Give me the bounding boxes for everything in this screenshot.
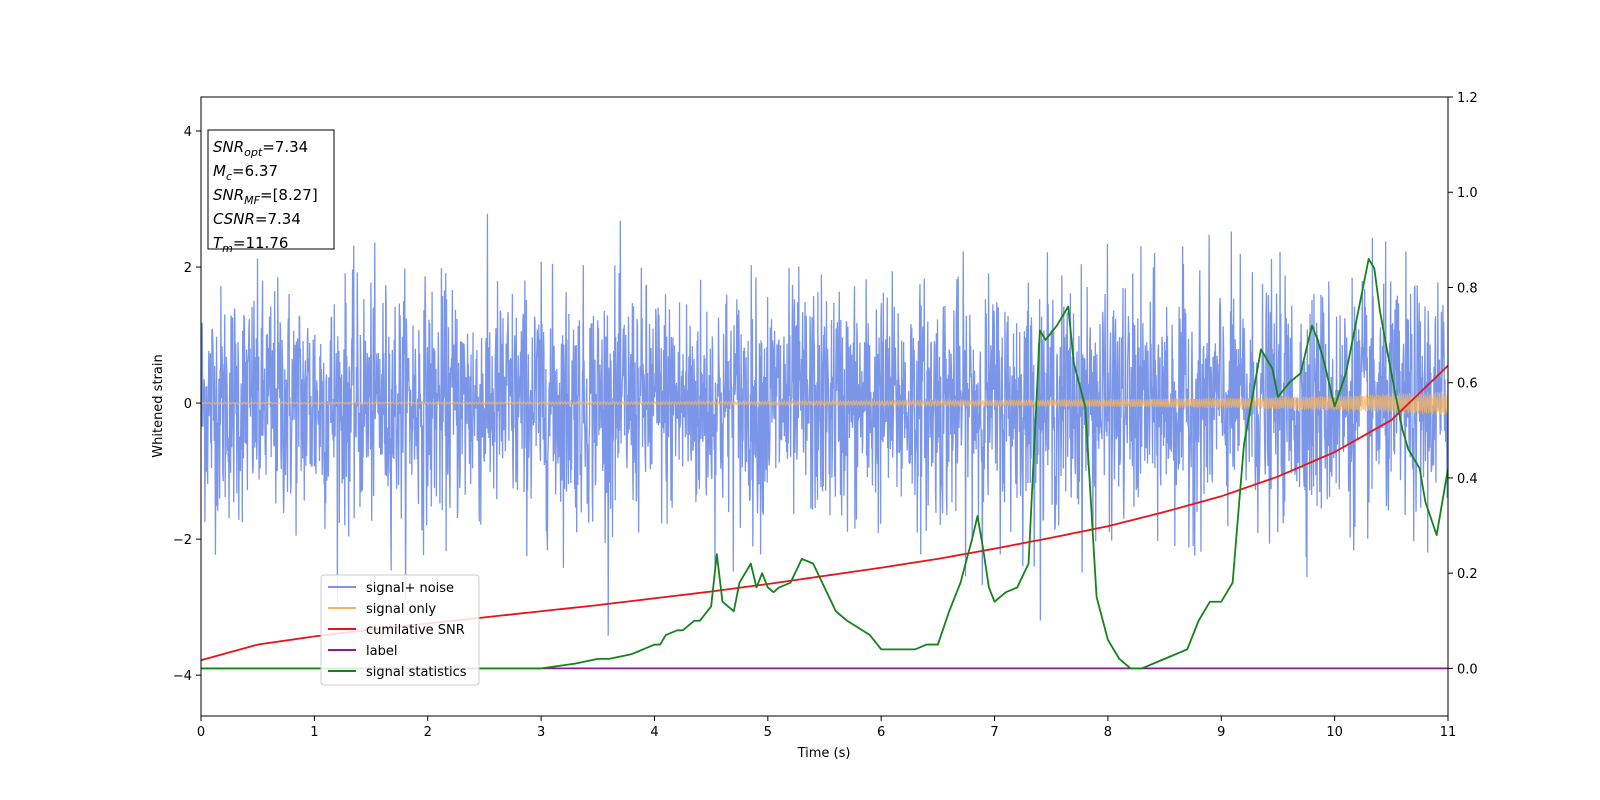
y2-tick-label: 0.4: [1457, 472, 1478, 487]
x-tick-label: 4: [650, 725, 658, 740]
y-axis-label: Whitened strain: [151, 354, 166, 457]
y-tick-label: −4: [173, 669, 192, 684]
y2-tick-label: 1.2: [1457, 91, 1478, 106]
x-tick-label: 5: [764, 725, 772, 740]
x-tick-label: 1: [310, 725, 318, 740]
y2-tick-label: 0.8: [1457, 281, 1478, 296]
x-axis-label: Time (s): [797, 746, 851, 761]
y2-tick-label: 0.6: [1457, 377, 1478, 392]
y-tick-label: 4: [184, 125, 192, 140]
y2-tick-label: 0.0: [1457, 662, 1478, 677]
series-signal-noise: [201, 213, 1448, 636]
legend-label: cumilative SNR: [366, 623, 465, 638]
annotation-line: SNRMF=[8.27]: [213, 186, 318, 207]
x-tick-label: 10: [1326, 725, 1343, 740]
legend-frame: [320, 574, 480, 686]
y-tick-label: 2: [184, 261, 192, 276]
x-tick-label: 2: [424, 725, 432, 740]
x-tick-label: 11: [1440, 725, 1457, 740]
x-tick-label: 8: [1104, 725, 1112, 740]
y-axis-left: −4 −2 0 2 4: [173, 125, 201, 684]
annotation-frame: [207, 129, 335, 250]
series-signal-only: [201, 391, 1448, 415]
legend-label: signal+ noise: [366, 581, 454, 596]
y-axis-right: 0.0 0.2 0.4 0.6 0.8 1.0 1.2: [1448, 91, 1478, 677]
x-axis: 0 1 2 3 4 5 6 7 8 9 10 11: [197, 716, 1456, 740]
y-tick-label: −2: [173, 533, 192, 548]
legend-label: label: [366, 644, 397, 659]
y2-tick-label: 0.2: [1457, 567, 1478, 582]
x-tick-label: 3: [537, 725, 545, 740]
x-tick-label: 7: [990, 725, 998, 740]
x-tick-label: 0: [197, 725, 205, 740]
legend-label: signal statistics: [366, 665, 467, 680]
x-tick-label: 6: [877, 725, 885, 740]
legend-label: signal only: [366, 602, 436, 617]
series-signal-statistics: [201, 257, 1448, 670]
annotation-line: Tm=11.76: [213, 234, 288, 255]
y-tick-label: 0: [184, 397, 192, 412]
annotation-line: Mc=6.37: [213, 162, 278, 183]
legend: signal+ noise signal only cumilative SNR la…: [320, 574, 480, 686]
annotation-line: SNRopt=7.34: [213, 138, 308, 159]
annotation-line: CSNR=7.34: [213, 210, 301, 228]
y2-tick-label: 1.0: [1457, 186, 1478, 201]
x-tick-label: 9: [1217, 725, 1225, 740]
stats-annotation-box: SNRopt=7.34 Mc=6.37 SNRMF=[8.27] CSNR=7.34 T…: [207, 129, 335, 255]
plot-frame: [200, 96, 1449, 717]
